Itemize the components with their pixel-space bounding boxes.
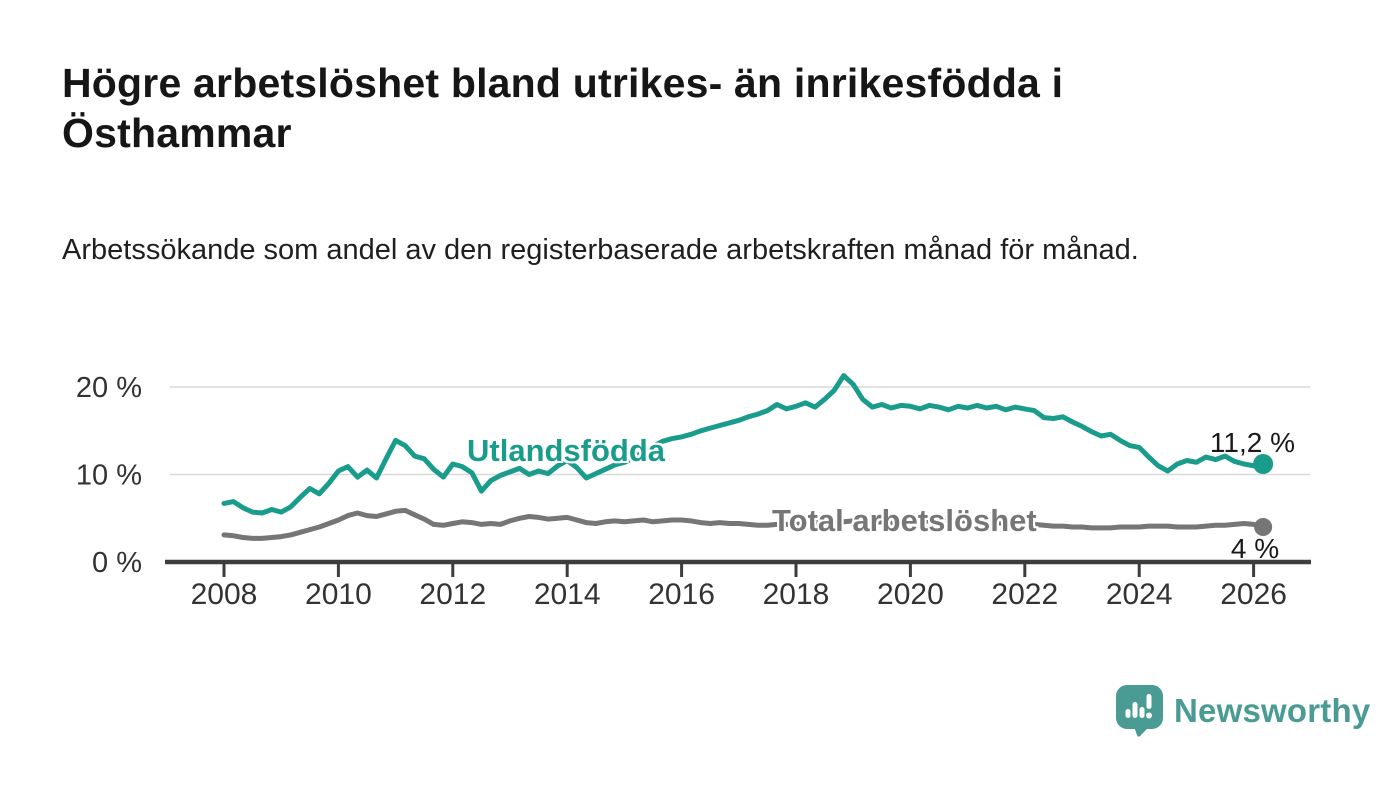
x-tick-label: 2022: [991, 578, 1058, 611]
series-end-dot-0: [1253, 454, 1274, 474]
x-tick-label: 2024: [1106, 578, 1173, 611]
x-tick-label: 2010: [305, 578, 372, 611]
end-value-utlandsfodda: 11,2 %: [1209, 427, 1295, 458]
x-tick-label: 2026: [1220, 578, 1287, 611]
x-tick-label: 2014: [534, 578, 601, 611]
x-tick-label: 2020: [877, 578, 944, 611]
series-line-1: [221, 507, 1266, 541]
page-subtitle: Arbetssökande som andel av den registerb…: [62, 234, 1139, 266]
newsworthy-icon: [1116, 685, 1163, 737]
y-tick-label: 0 %: [92, 547, 142, 579]
brand-name: Newsworthy: [1174, 691, 1371, 729]
y-tick-label: 10 %: [76, 460, 142, 492]
series-label-total: Total arbetslöshet: [772, 503, 1037, 538]
end-value-total: 4 %: [1230, 533, 1280, 564]
x-tick-label: 2012: [419, 578, 486, 611]
newsworthy-logo: Newsworthy: [1115, 684, 1370, 737]
series-end-dot-1: [1254, 518, 1273, 536]
y-tick-label: 20 %: [76, 372, 142, 404]
x-tick-label: 2016: [648, 578, 715, 611]
x-tick-label: 2008: [191, 578, 258, 611]
page-title: Högre arbetslöshet bland utrikes- än inr…: [62, 60, 1064, 157]
series-line-0: [221, 373, 1266, 516]
x-tick-label: 2018: [763, 578, 830, 611]
series-label-utlandsfodda: Utlandsfödda: [467, 433, 666, 468]
